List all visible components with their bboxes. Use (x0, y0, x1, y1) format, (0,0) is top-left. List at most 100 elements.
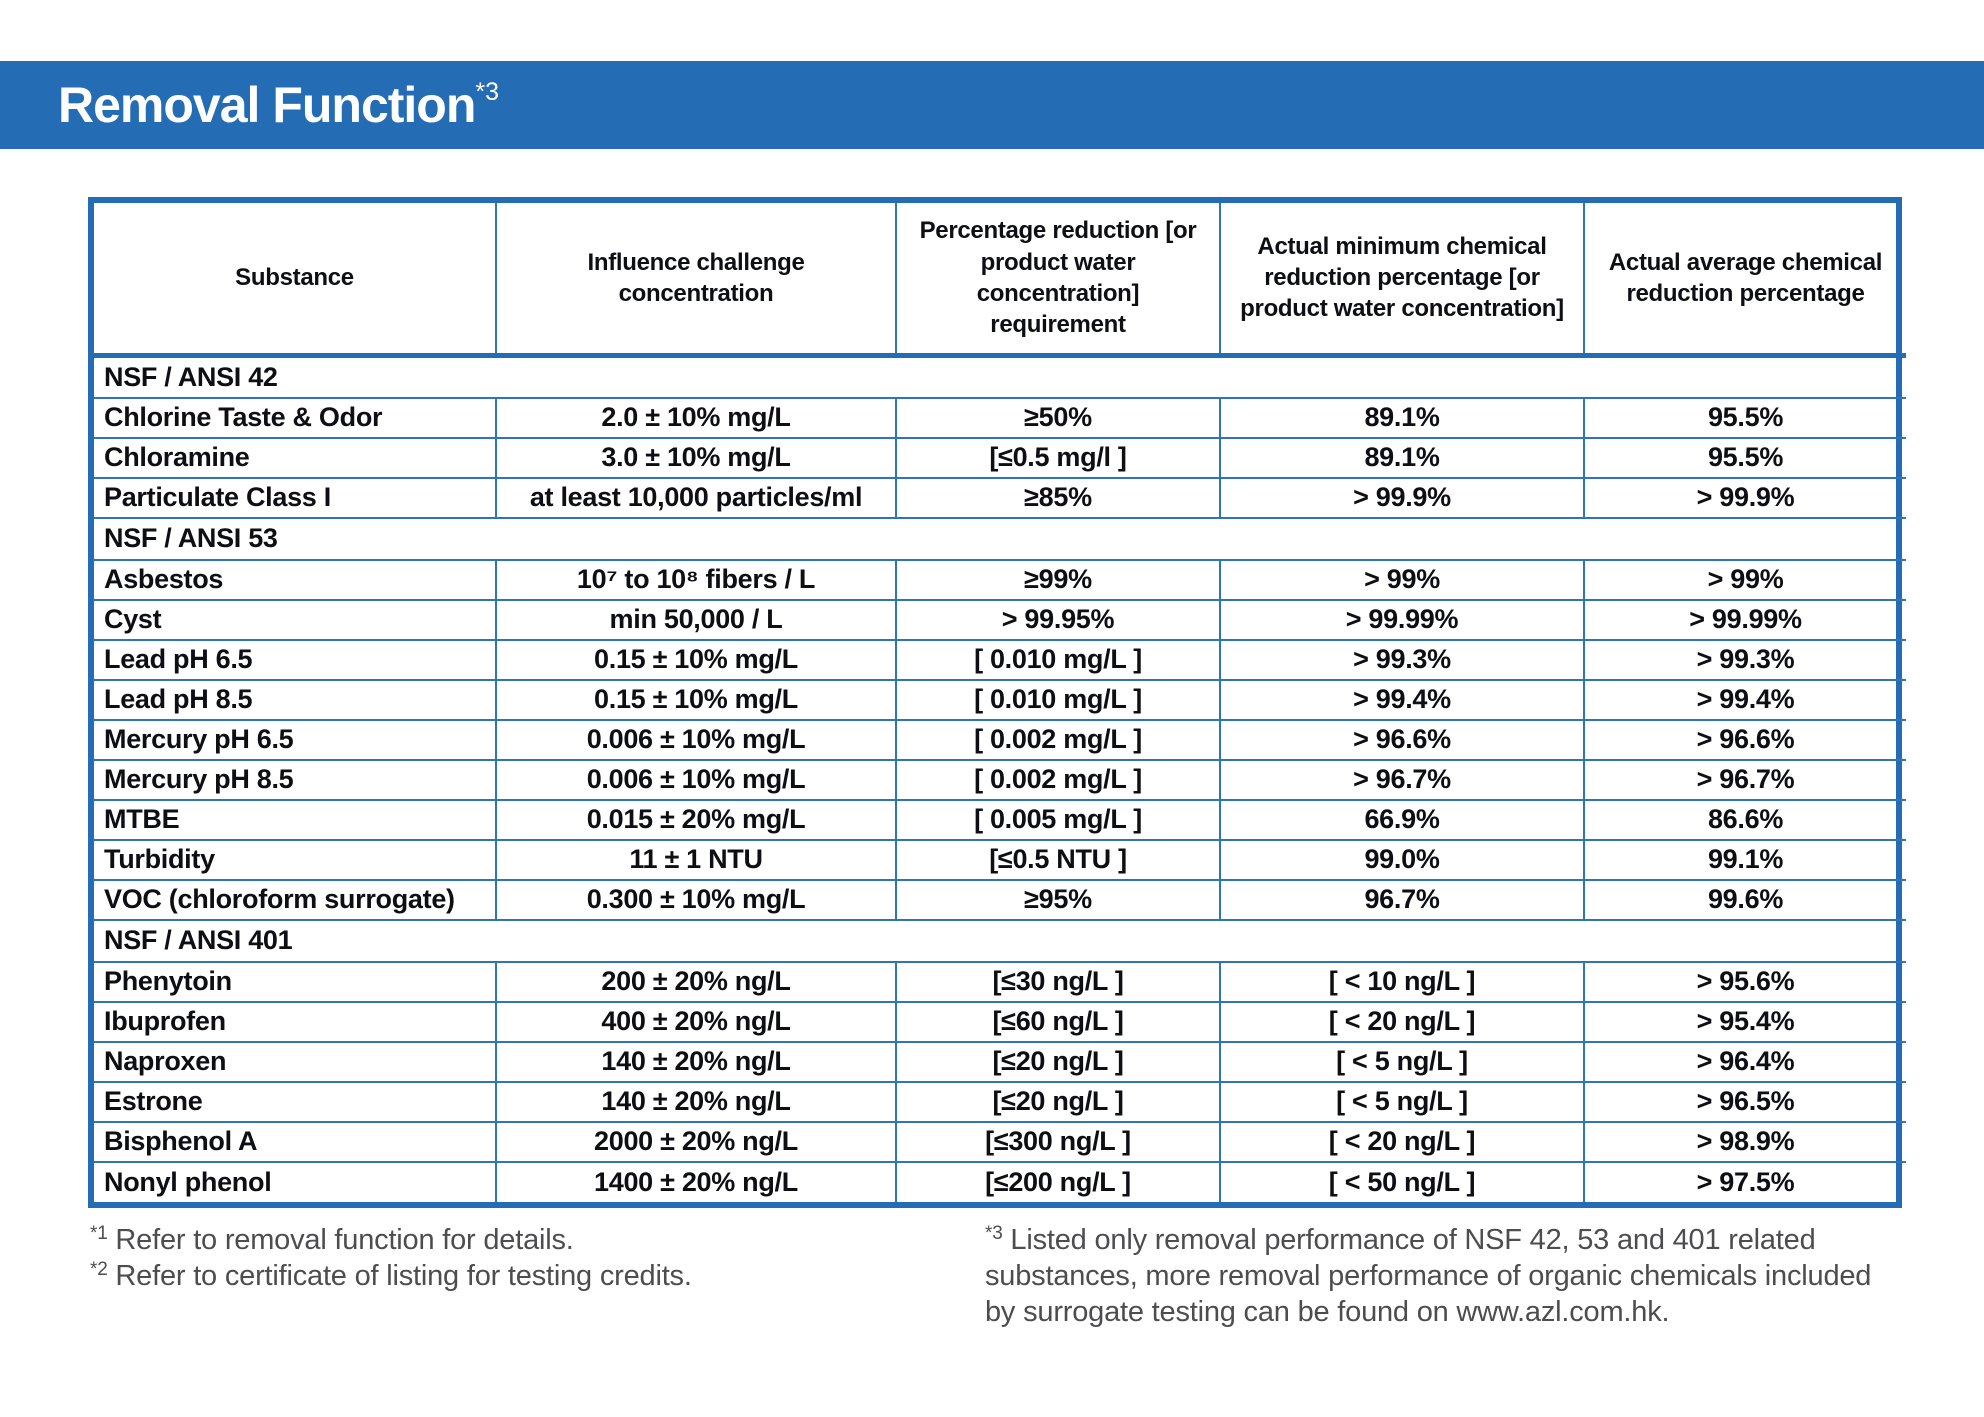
value-cell: > 99.99% (1219, 598, 1585, 641)
column-header-4: Actual minimum chemical reduction percen… (1219, 202, 1585, 358)
value-cell: 3.0 ± 10% mg/L (495, 436, 897, 479)
substance-cell: VOC (chloroform surrogate) (93, 878, 497, 921)
substance-cell: Estrone (93, 1080, 497, 1123)
section-row: NSF / ANSI 401 (93, 918, 1907, 963)
value-cell: 99.1% (1583, 838, 1907, 881)
substance-cell: Ibuprofen (93, 1000, 497, 1043)
table-row: Turbidity 11 ± 1 NTU [≤0.5 NTU ] 99.0% 99.1% (93, 838, 1907, 881)
table-row: Cyst min 50,000 / L > 99.95% > 99.99% > 99.9… (93, 598, 1907, 641)
value-cell: [≤20 ng/L ] (895, 1040, 1221, 1083)
footnote-2-text: Refer to certificate of listing for test… (115, 1259, 692, 1292)
footnote-1-marker: *1 (90, 1222, 108, 1244)
value-cell: > 96.6% (1219, 718, 1585, 761)
table-row: Naproxen 140 ± 20% ng/L [≤20 ng/L ][ < 5 n… (93, 1040, 1907, 1083)
column-header-1: Substance (93, 202, 497, 358)
table-row: Asbestos 10⁷ to 10⁸ fibers / L ≥99% > 99% > … (93, 558, 1907, 601)
substance-cell: Particulate Class I (93, 476, 497, 519)
column-header-5: Actual average chemical reduction percen… (1583, 202, 1907, 358)
table-body: NSF / ANSI 42 Chlorine Taste & Odor 2.0 ± … (93, 354, 1907, 1203)
table-row: MTBE 0.015 ± 20% mg/L[ 0.005 mg/L ] 66.9% 8… (93, 798, 1907, 841)
value-cell: [≤300 ng/L ] (895, 1120, 1221, 1163)
value-cell: > 96.4% (1583, 1040, 1907, 1083)
section-row: NSF / ANSI 42 (93, 354, 1907, 399)
value-cell: > 99% (1219, 558, 1585, 601)
section-title: NSF / ANSI 53 (93, 516, 1907, 561)
removal-function-table: Substance Influence challenge concentrati… (88, 197, 1907, 1208)
value-cell: [ 0.002 mg/L ] (895, 758, 1221, 801)
value-cell: 86.6% (1583, 798, 1907, 841)
footnote-1-text: Refer to removal function for details. (115, 1223, 574, 1256)
value-cell: [ 0.005 mg/L ] (895, 798, 1221, 841)
page-title-footnote-marker: *3 (475, 78, 500, 106)
value-cell: 95.5% (1583, 436, 1907, 479)
performance-table: Substance Influence challenge concentrati… (93, 202, 1907, 1203)
value-cell: 99.0% (1219, 838, 1585, 881)
footnote-3-text: Listed only removal performance of NSF 4… (985, 1223, 1872, 1329)
value-cell: > 99.9% (1583, 476, 1907, 519)
table-row: VOC (chloroform surrogate) 0.300 ± 10% mg… (93, 878, 1907, 921)
page-title: Removal Function*3 (58, 77, 500, 133)
value-cell: 400 ± 20% ng/L (495, 1000, 897, 1043)
column-header-2: Influence challenge concentration (495, 202, 897, 358)
substance-cell: Asbestos (93, 558, 497, 601)
value-cell: at least 10,000 particles/ml (495, 476, 897, 519)
section-title: NSF / ANSI 401 (93, 918, 1907, 963)
value-cell: 99.6% (1583, 878, 1907, 921)
value-cell: 96.7% (1219, 878, 1585, 921)
value-cell: [≤0.5 NTU ] (895, 838, 1221, 881)
value-cell: > 96.7% (1583, 758, 1907, 801)
footnote-2-marker: *2 (90, 1258, 108, 1280)
value-cell: > 99.9% (1219, 476, 1585, 519)
substance-cell: Phenytoin (93, 960, 497, 1003)
value-cell: 140 ± 20% ng/L (495, 1080, 897, 1123)
value-cell: min 50,000 / L (495, 598, 897, 641)
value-cell: [ < 5 ng/L ] (1219, 1040, 1585, 1083)
footnote-3: *3 Listed only removal performance of NS… (985, 1222, 1904, 1331)
value-cell: > 99% (1583, 558, 1907, 601)
value-cell: [≤60 ng/L ] (895, 1000, 1221, 1043)
substance-cell: Naproxen (93, 1040, 497, 1083)
value-cell: > 95.6% (1583, 960, 1907, 1003)
table-row: Bisphenol A 2000 ± 20% ng/L [≤300 ng/L ][ … (93, 1120, 1907, 1163)
value-cell: 0.015 ± 20% mg/L (495, 798, 897, 841)
value-cell: [ 0.010 mg/L ] (895, 638, 1221, 681)
table-row: Lead pH 8.5 0.15 ± 10% mg/L[ 0.010 mg/L ]… (93, 678, 1907, 721)
table-row: Chloramine 3.0 ± 10% mg/L [≤0.5 mg/l ] 89.1… (93, 436, 1907, 479)
substance-cell: Bisphenol A (93, 1120, 497, 1163)
value-cell: > 96.6% (1583, 718, 1907, 761)
substance-cell: Lead pH 8.5 (93, 678, 497, 721)
value-cell: [ < 5 ng/L ] (1219, 1080, 1585, 1123)
substance-cell: Lead pH 6.5 (93, 638, 497, 681)
value-cell: > 99.4% (1219, 678, 1585, 721)
value-cell: > 96.7% (1219, 758, 1585, 801)
value-cell: [ < 10 ng/L ] (1219, 960, 1585, 1003)
substance-cell: Mercury pH 8.5 (93, 758, 497, 801)
page-title-text: Removal Function (58, 77, 476, 133)
value-cell: 95.5% (1583, 396, 1907, 439)
value-cell: ≥85% (895, 476, 1221, 519)
footnote-1: *1 Refer to removal function for details… (90, 1222, 985, 1258)
value-cell: > 99.95% (895, 598, 1221, 641)
value-cell: 0.006 ± 10% mg/L (495, 758, 897, 801)
value-cell: 0.006 ± 10% mg/L (495, 718, 897, 761)
table-row: Nonyl phenol 1400 ± 20% ng/L [≤200 ng/L ][… (93, 1160, 1907, 1203)
title-bar: Removal Function*3 (0, 61, 1984, 149)
substance-cell: Chloramine (93, 436, 497, 479)
value-cell: > 99.99% (1583, 598, 1907, 641)
value-cell: > 99.3% (1583, 638, 1907, 681)
value-cell: 66.9% (1219, 798, 1585, 841)
value-cell: [ 0.002 mg/L ] (895, 718, 1221, 761)
table-row: Mercury pH 8.5 0.006 ± 10% mg/L[ 0.002 mg… (93, 758, 1907, 801)
value-cell: ≥95% (895, 878, 1221, 921)
value-cell: 140 ± 20% ng/L (495, 1040, 897, 1083)
value-cell: 2000 ± 20% ng/L (495, 1120, 897, 1163)
value-cell: 200 ± 20% ng/L (495, 960, 897, 1003)
value-cell: 89.1% (1219, 396, 1585, 439)
footnotes-right-column: *3 Listed only removal performance of NS… (985, 1222, 1904, 1331)
table-row: Mercury pH 6.5 0.006 ± 10% mg/L[ 0.002 mg… (93, 718, 1907, 761)
value-cell: > 95.4% (1583, 1000, 1907, 1043)
footnotes: *1 Refer to removal function for details… (90, 1222, 1904, 1331)
value-cell: [≤20 ng/L ] (895, 1080, 1221, 1123)
value-cell: > 99.3% (1219, 638, 1585, 681)
